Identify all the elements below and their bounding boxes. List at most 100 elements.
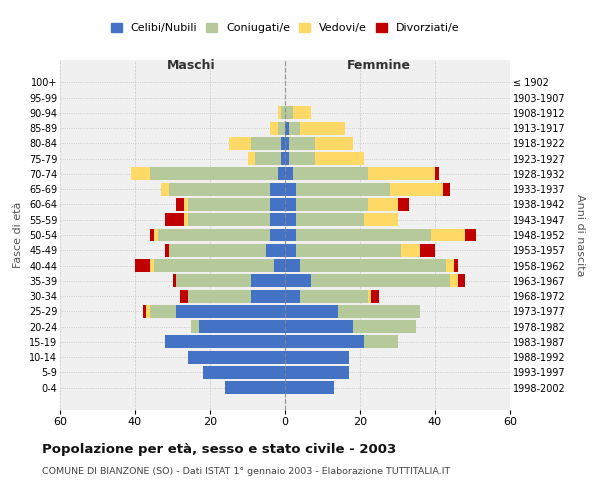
Bar <box>300 259 446 272</box>
Bar <box>337 305 420 318</box>
Bar <box>285 228 296 241</box>
Bar <box>150 305 176 318</box>
Bar <box>296 244 401 256</box>
Bar <box>285 106 293 120</box>
Bar <box>371 290 379 302</box>
Bar <box>199 320 285 333</box>
Bar <box>135 259 150 272</box>
Bar <box>169 182 270 196</box>
Bar <box>187 350 285 364</box>
Bar <box>187 198 270 211</box>
Bar <box>277 122 285 134</box>
Bar <box>251 290 285 302</box>
Legend: Celibi/Nubili, Coniugati/e, Vedovi/e, Divorziati/e: Celibi/Nubili, Coniugati/e, Vedovi/e, Di… <box>110 23 460 34</box>
Bar <box>446 259 454 272</box>
Bar <box>398 198 409 211</box>
Bar <box>184 198 187 211</box>
Bar <box>187 214 270 226</box>
Bar <box>293 168 367 180</box>
Bar <box>293 106 311 120</box>
Y-axis label: Anni di nascita: Anni di nascita <box>575 194 585 276</box>
Bar <box>143 305 146 318</box>
Bar <box>251 274 285 287</box>
Bar <box>296 198 367 211</box>
Bar <box>454 259 458 272</box>
Bar <box>270 214 285 226</box>
Bar <box>277 106 281 120</box>
Bar <box>285 214 296 226</box>
Bar <box>161 182 169 196</box>
Bar <box>191 320 199 333</box>
Bar <box>270 122 277 134</box>
Text: COMUNE DI BIANZONE (SO) - Dati ISTAT 1° gennaio 2003 - Elaborazione TUTTITALIA.I: COMUNE DI BIANZONE (SO) - Dati ISTAT 1° … <box>42 468 450 476</box>
Bar <box>270 182 285 196</box>
Bar <box>364 214 398 226</box>
Bar <box>229 137 251 150</box>
Bar <box>285 137 289 150</box>
Bar <box>274 259 285 272</box>
Bar <box>285 122 289 134</box>
Bar <box>150 228 154 241</box>
Bar <box>390 182 443 196</box>
Bar <box>285 259 300 272</box>
Bar <box>157 228 270 241</box>
Bar <box>270 228 285 241</box>
Bar <box>180 290 187 302</box>
Bar <box>251 137 281 150</box>
Bar <box>296 214 364 226</box>
Bar <box>165 244 169 256</box>
Bar <box>420 244 435 256</box>
Bar <box>270 198 285 211</box>
Bar <box>367 198 398 211</box>
Bar <box>296 182 390 196</box>
Text: Femmine: Femmine <box>347 58 411 71</box>
Bar <box>364 336 398 348</box>
Bar <box>150 168 277 180</box>
Bar <box>443 182 450 196</box>
Bar <box>353 320 416 333</box>
Bar <box>367 168 435 180</box>
Bar <box>285 152 289 165</box>
Bar <box>401 244 420 256</box>
Bar <box>131 168 150 180</box>
Bar <box>176 198 184 211</box>
Bar <box>154 259 274 272</box>
Bar <box>281 137 285 150</box>
Bar <box>281 106 285 120</box>
Bar <box>203 366 285 379</box>
Bar <box>315 152 364 165</box>
Bar <box>285 274 311 287</box>
Bar <box>266 244 285 256</box>
Bar <box>367 290 371 302</box>
Bar <box>169 244 266 256</box>
Bar <box>154 228 157 241</box>
Bar <box>300 122 345 134</box>
Bar <box>255 152 281 165</box>
Bar <box>431 228 465 241</box>
Bar <box>277 168 285 180</box>
Bar <box>289 152 315 165</box>
Bar <box>285 350 349 364</box>
Bar <box>285 305 337 318</box>
Bar <box>285 381 334 394</box>
Bar <box>150 259 154 272</box>
Bar <box>315 137 353 150</box>
Bar <box>165 336 285 348</box>
Bar <box>465 228 476 241</box>
Bar <box>225 381 285 394</box>
Bar <box>285 198 296 211</box>
Bar <box>285 182 296 196</box>
Text: Popolazione per età, sesso e stato civile - 2003: Popolazione per età, sesso e stato civil… <box>42 442 396 456</box>
Bar <box>176 274 251 287</box>
Bar <box>146 305 150 318</box>
Bar <box>458 274 465 287</box>
Bar <box>281 152 285 165</box>
Bar <box>187 290 251 302</box>
Bar <box>296 228 431 241</box>
Bar <box>285 320 353 333</box>
Bar <box>450 274 458 287</box>
Bar <box>285 366 349 379</box>
Bar <box>173 274 176 287</box>
Bar <box>176 305 285 318</box>
Bar <box>285 290 300 302</box>
